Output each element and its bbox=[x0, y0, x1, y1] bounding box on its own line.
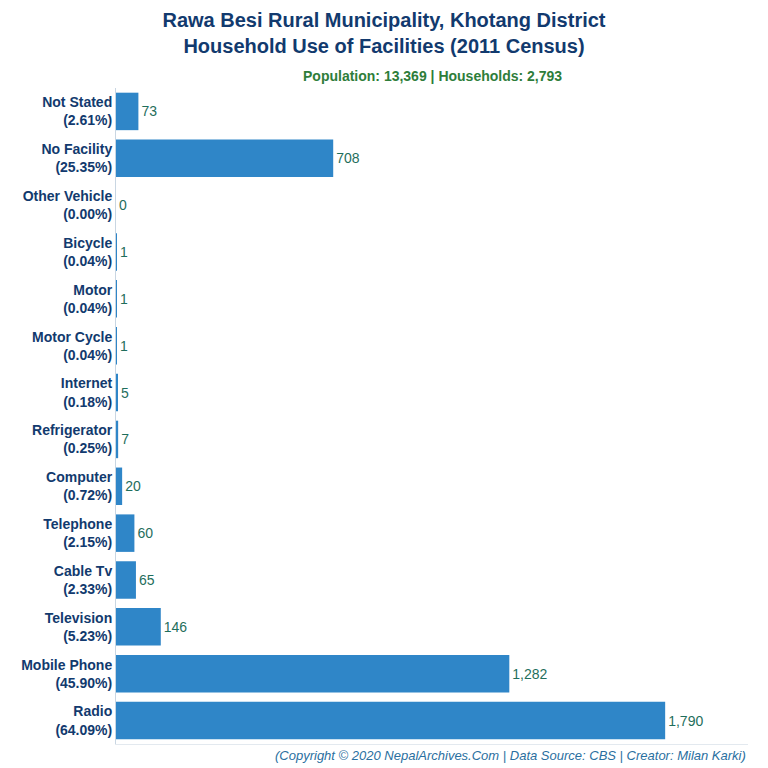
svg-text:Motor Cycle(0.04%): Motor Cycle(0.04%) bbox=[32, 329, 112, 363]
svg-text:Other Vehicle(0.00%): Other Vehicle(0.00%) bbox=[23, 188, 113, 222]
svg-text:5: 5 bbox=[121, 385, 129, 401]
svg-text:Television(5.23%): Television(5.23%) bbox=[45, 610, 112, 644]
svg-text:146: 146 bbox=[164, 619, 188, 635]
svg-text:73: 73 bbox=[141, 103, 157, 119]
svg-text:Population: 13,369 | Household: Population: 13,369 | Households: 2,793 bbox=[303, 68, 562, 84]
svg-text:Internet(0.18%): Internet(0.18%) bbox=[61, 375, 113, 409]
svg-text:Radio(64.09%): Radio(64.09%) bbox=[55, 703, 112, 737]
svg-text:20: 20 bbox=[125, 478, 141, 494]
svg-text:No Facility(25.35%): No Facility(25.35%) bbox=[41, 141, 112, 175]
svg-text:1,282: 1,282 bbox=[512, 666, 547, 682]
svg-text:1: 1 bbox=[120, 291, 128, 307]
svg-text:(Copyright © 2020 NepalArchive: (Copyright © 2020 NepalArchives.Com | Da… bbox=[275, 748, 746, 763]
svg-text:Rawa Besi Rural Municipality,: Rawa Besi Rural Municipality, Khotang Di… bbox=[162, 9, 605, 57]
svg-text:Bicycle(0.04%): Bicycle(0.04%) bbox=[63, 235, 112, 269]
svg-text:0: 0 bbox=[119, 197, 127, 213]
svg-text:708: 708 bbox=[336, 150, 360, 166]
svg-text:1,790: 1,790 bbox=[668, 713, 703, 729]
svg-text:7: 7 bbox=[121, 431, 129, 447]
svg-text:60: 60 bbox=[137, 525, 153, 541]
svg-text:65: 65 bbox=[139, 572, 155, 588]
svg-text:Telephone(2.15%): Telephone(2.15%) bbox=[43, 516, 112, 550]
svg-text:Cable Tv(2.33%): Cable Tv(2.33%) bbox=[54, 563, 113, 597]
svg-text:1: 1 bbox=[120, 244, 128, 260]
svg-text:Computer(0.72%): Computer(0.72%) bbox=[46, 469, 113, 503]
svg-text:Refrigerator(0.25%): Refrigerator(0.25%) bbox=[32, 422, 113, 456]
svg-text:Motor(0.04%): Motor(0.04%) bbox=[63, 282, 113, 316]
svg-text:Not Stated(2.61%): Not Stated(2.61%) bbox=[42, 94, 112, 128]
svg-text:Mobile Phone(45.90%): Mobile Phone(45.90%) bbox=[21, 657, 112, 691]
svg-text:1: 1 bbox=[120, 338, 128, 354]
